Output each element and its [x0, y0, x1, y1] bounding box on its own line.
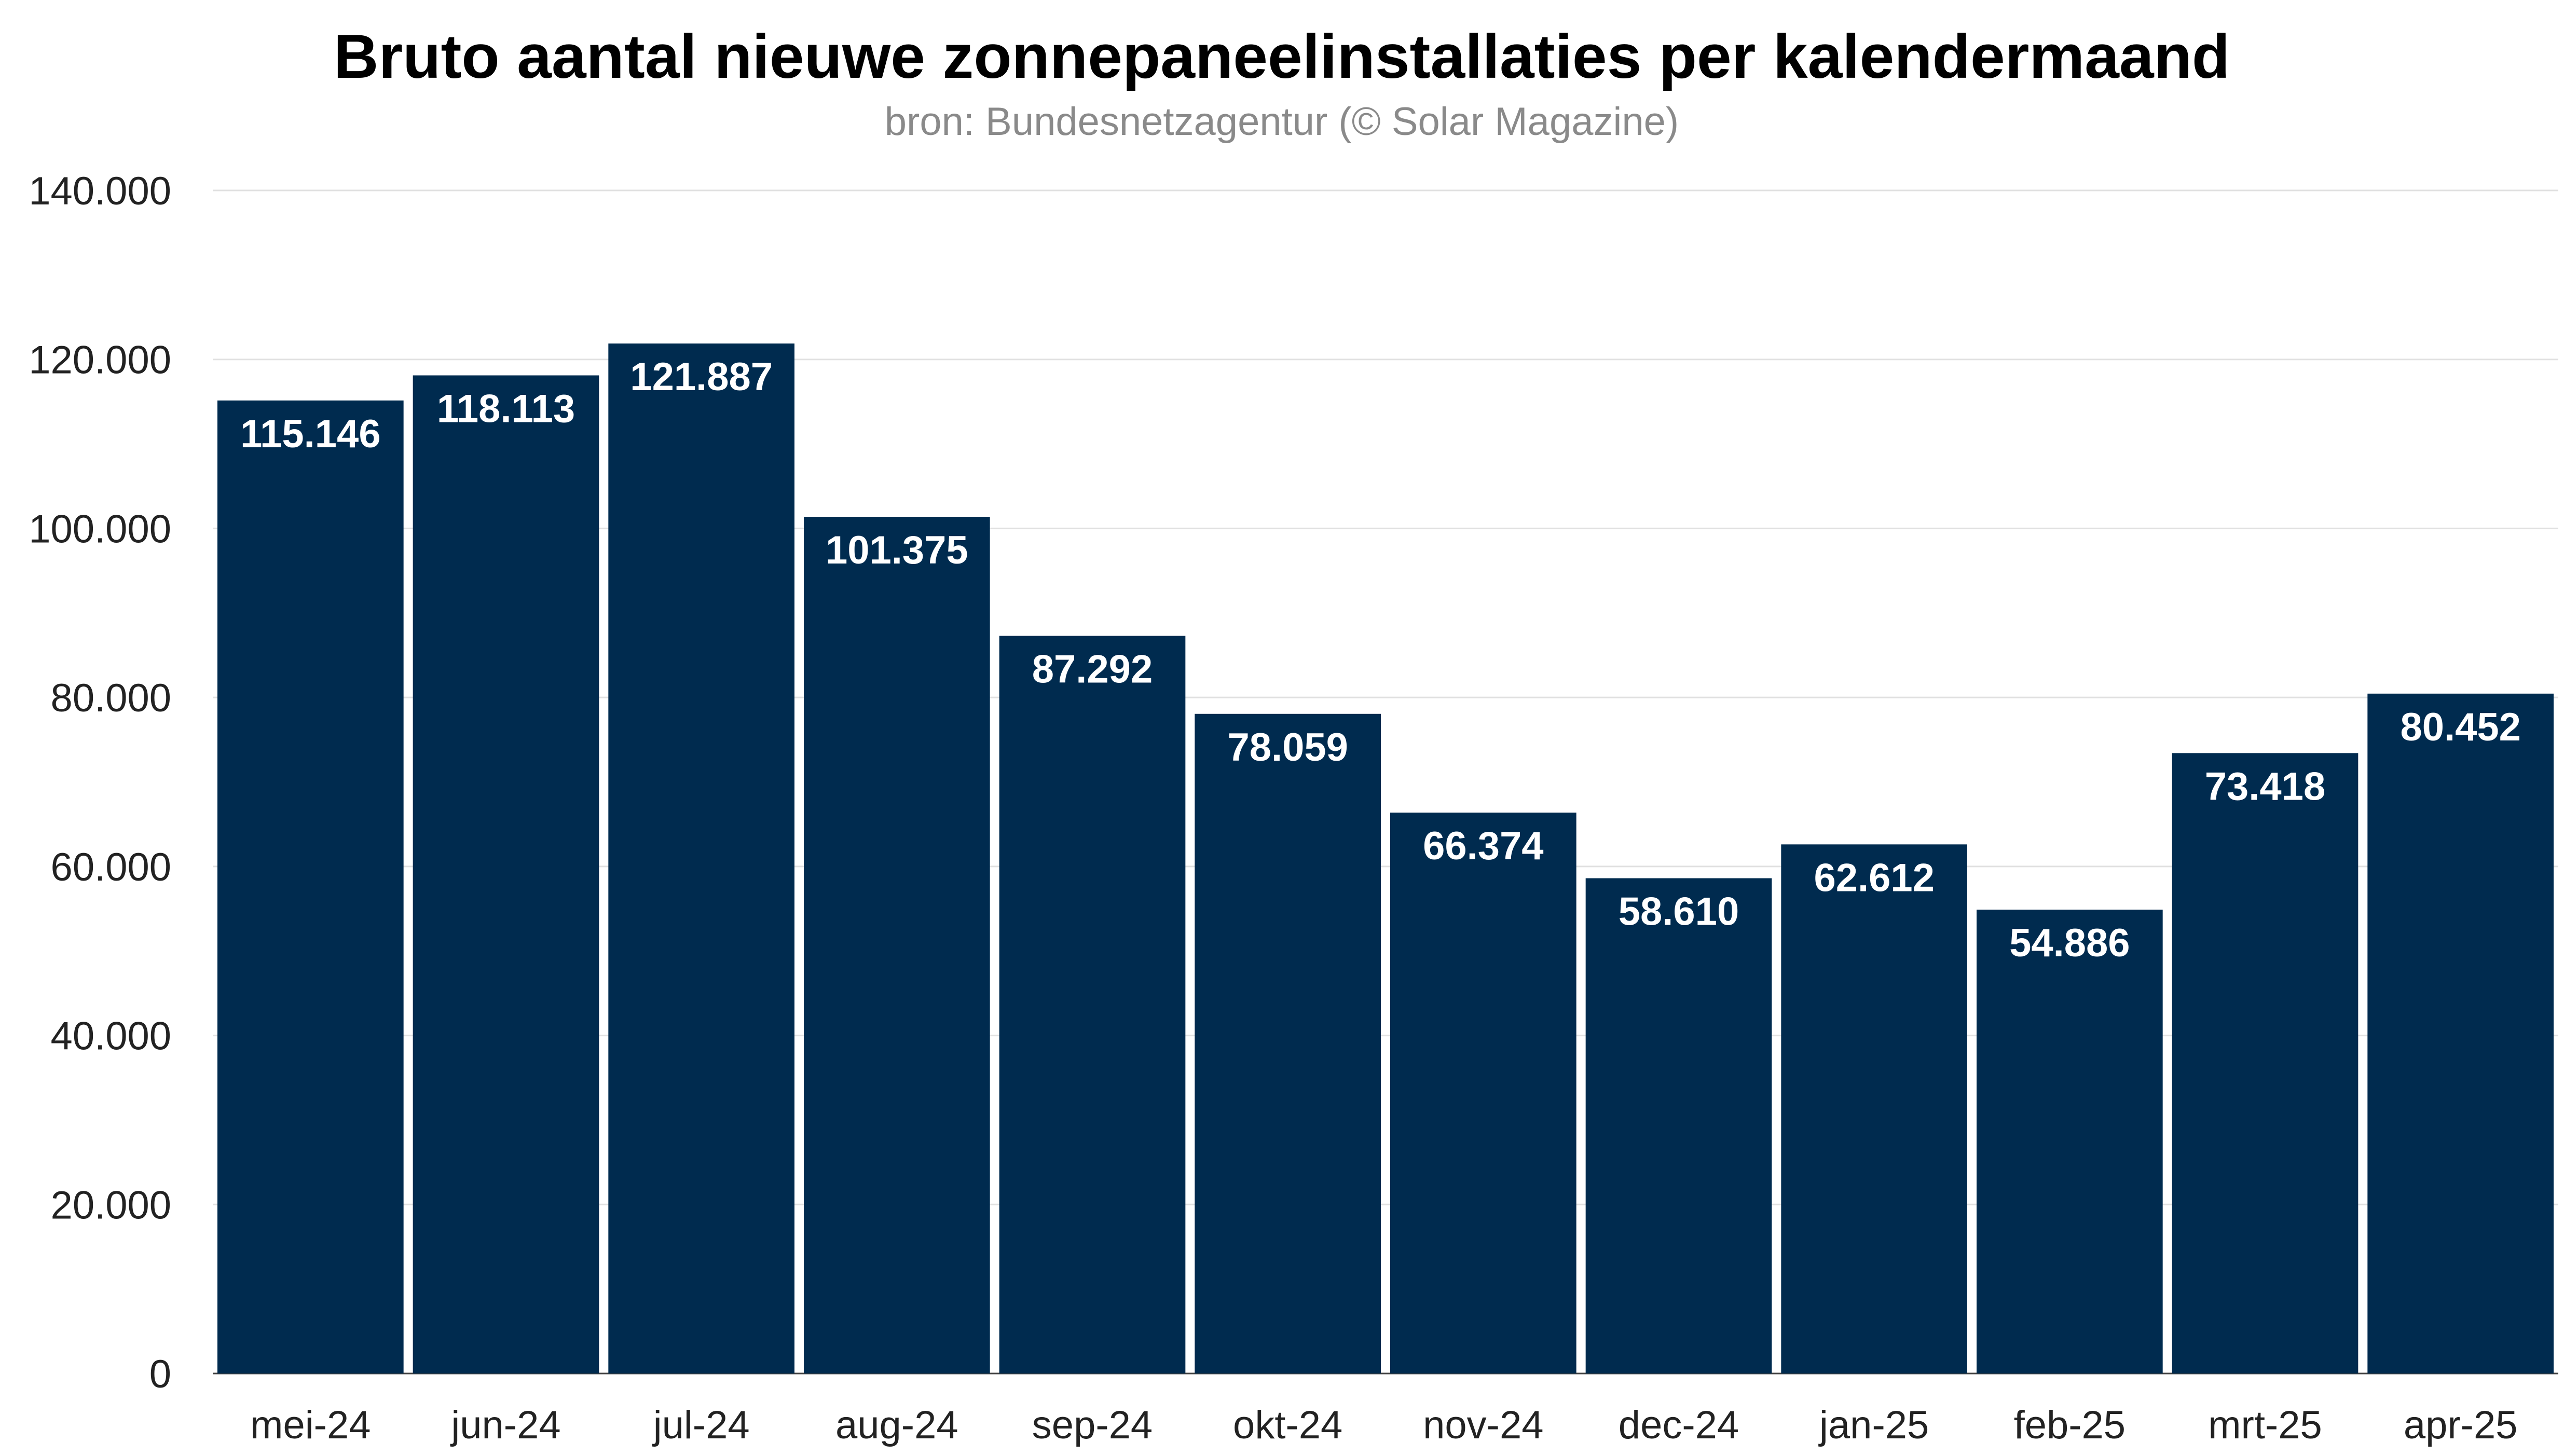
chart-title: Bruto aantal nieuwe zonnepaneelinstallat… — [334, 22, 2230, 91]
x-tick-label: jun-24 — [450, 1403, 560, 1447]
bar-nov-24 — [1390, 813, 1576, 1373]
y-tick-label: 0 — [149, 1352, 171, 1396]
bar-value-label: 115.146 — [240, 412, 381, 456]
x-tick-label: jul-24 — [652, 1403, 750, 1447]
y-tick-label: 100.000 — [29, 507, 171, 551]
bar-value-label: 87.292 — [1032, 647, 1153, 691]
bar-value-label: 62.612 — [1814, 856, 1934, 900]
bar-jul-24 — [608, 343, 794, 1373]
x-tick-label: sep-24 — [1032, 1403, 1153, 1447]
y-tick-label: 120.000 — [29, 338, 171, 382]
bar-value-label: 121.887 — [630, 355, 773, 399]
bar-mei-24 — [217, 400, 404, 1373]
x-tick-label: okt-24 — [1233, 1403, 1342, 1447]
x-tick-label: mei-24 — [250, 1403, 371, 1447]
bar-feb-25 — [1977, 910, 2163, 1373]
y-axis-ticks: 0 20.000 40.000 60.000 80.000 100.000 120.000 1… — [29, 169, 171, 1396]
x-axis-ticks: mei-24 jun-24 jul-24 aug-24 sep-24 okt-24 nov-… — [250, 1403, 2517, 1447]
y-tick-label: 140.000 — [29, 169, 171, 213]
bar-apr-25 — [2367, 693, 2554, 1373]
y-tick-label: 20.000 — [51, 1183, 171, 1227]
y-tick-label: 60.000 — [51, 845, 171, 889]
bar-value-label: 66.374 — [1423, 824, 1543, 868]
x-tick-label: feb-25 — [2014, 1403, 2126, 1447]
x-tick-label: apr-25 — [2404, 1403, 2518, 1447]
bar-value-label: 118.113 — [437, 387, 575, 431]
bar-jun-24 — [413, 375, 599, 1373]
bar-value-label: 101.375 — [826, 528, 968, 572]
bar-value-label: 58.610 — [1619, 889, 1739, 933]
bar-okt-24 — [1195, 713, 1381, 1373]
chart-subtitle: bron: Bundesnetzagentur (© Solar Magazin… — [885, 100, 1679, 144]
bar-value-label: 54.886 — [2009, 921, 2130, 965]
y-tick-label: 40.000 — [51, 1014, 171, 1059]
bar-sep-24 — [999, 636, 1186, 1373]
x-tick-label: nov-24 — [1423, 1403, 1543, 1447]
bar-value-labels: 115.146 118.113 121.887 101.375 87.292 78.059… — [240, 355, 2521, 965]
x-tick-label: mrt-25 — [2208, 1403, 2322, 1447]
y-tick-label: 80.000 — [51, 676, 171, 720]
bar-jan-25 — [1781, 844, 1967, 1373]
bar-value-label: 73.418 — [2205, 764, 2325, 808]
bars — [217, 343, 2554, 1374]
x-tick-label: dec-24 — [1619, 1403, 1739, 1447]
bar-value-label: 78.059 — [1227, 725, 1348, 770]
gridlines — [213, 189, 2558, 1375]
bar-mrt-25 — [2172, 753, 2359, 1373]
bar-dec-24 — [1585, 878, 1772, 1373]
bar-aug-24 — [804, 517, 990, 1374]
bar-value-label: 80.452 — [2400, 705, 2520, 749]
x-tick-label: jan-25 — [1818, 1403, 1929, 1447]
x-tick-label: aug-24 — [835, 1403, 958, 1447]
